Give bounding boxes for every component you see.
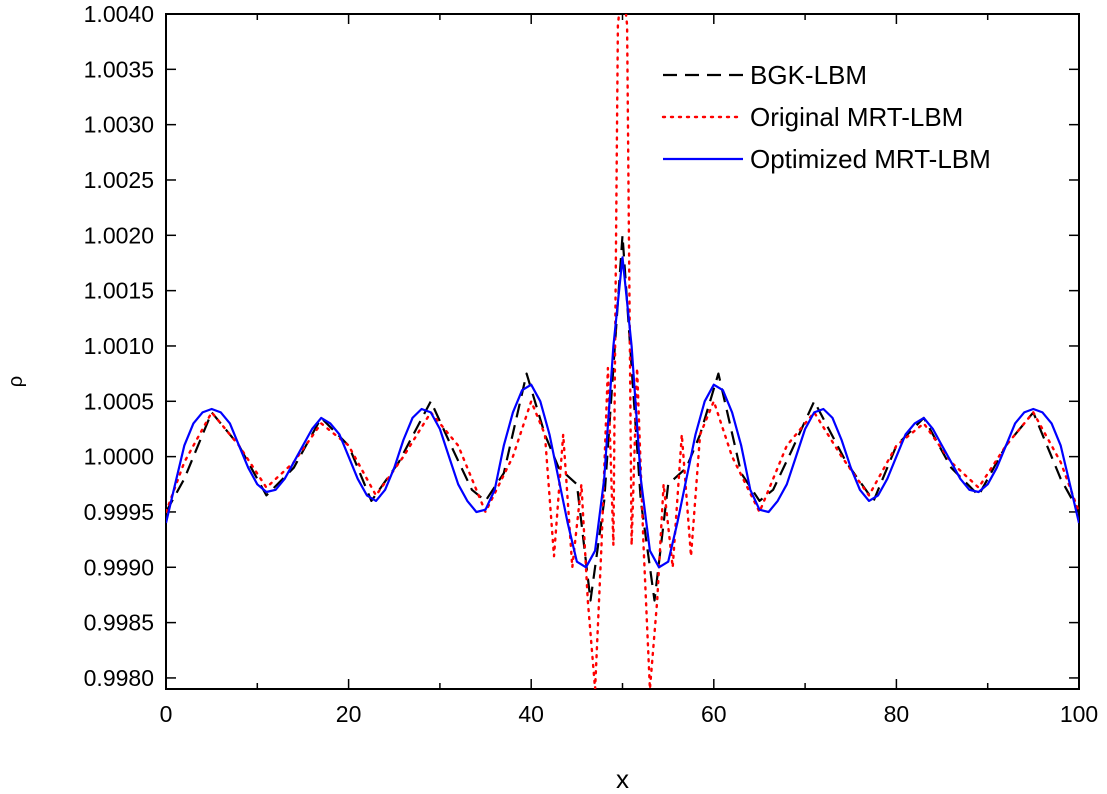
y-tick-label: 0.9995 [84, 499, 154, 525]
legend-label: BGK-LBM [750, 60, 867, 90]
legend: BGK-LBM Original MRT-LBM Optimized MRT-LBM [661, 60, 991, 174]
y-tick-label: 1.0015 [84, 278, 154, 304]
x-tick-label: 80 [884, 701, 910, 727]
x-tick-label: 40 [518, 701, 544, 727]
y-tick-label: 1.0025 [84, 167, 154, 193]
y-axis-title: ρ [5, 376, 27, 387]
y-tick-label: 0.9990 [84, 554, 154, 580]
legend-label: Optimized MRT-LBM [750, 144, 991, 174]
x-tick-label: 100 [1060, 701, 1098, 727]
x-axis-title: x [616, 764, 629, 794]
y-tick-label: 1.0000 [84, 444, 154, 470]
series-layer [166, 14, 1079, 689]
y-tick-label: 1.0035 [84, 56, 154, 82]
y-tick-label: 1.0040 [84, 1, 154, 27]
x-tick-label: 20 [336, 701, 362, 727]
x-tick-label: 0 [160, 701, 173, 727]
series-line-bgk-lbm [166, 234, 1079, 602]
y-tick-label: 1.0005 [84, 388, 154, 414]
axis-ticks: 0 20 40 60 80 100 0.9980 0.9985 0.9990 0.9995 1.00… [84, 1, 1099, 727]
y-tick-label: 1.0010 [84, 333, 154, 359]
y-tick-label: 0.9985 [84, 610, 154, 636]
legend-label: Original MRT-LBM [750, 102, 963, 132]
series-line-optimized-mrt-lbm [166, 256, 1079, 569]
y-tick-label: 0.9980 [84, 665, 154, 691]
y-tick-label: 1.0030 [84, 112, 154, 138]
x-tick-label: 60 [701, 701, 727, 727]
y-tick-label: 1.0020 [84, 222, 154, 248]
